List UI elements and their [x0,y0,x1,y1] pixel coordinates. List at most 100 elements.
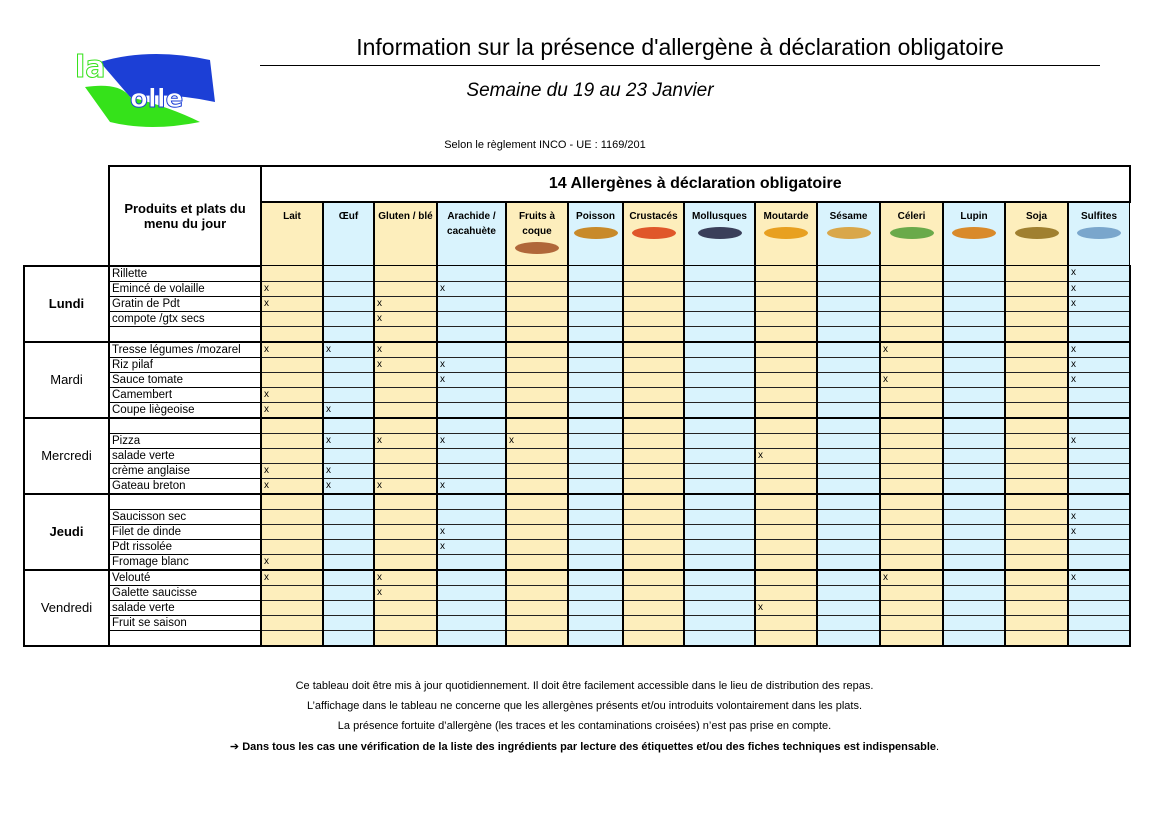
allergen-cell [373,538,438,555]
allergen-header-13: Sulfites [1067,201,1130,266]
table-row: Emincé de volaille x x x [24,280,1131,297]
allergen-cell [942,386,1006,403]
allergen-cell [683,447,756,464]
allergen-cell [1067,553,1131,571]
allergen-cell [567,614,624,631]
allergen-cell [567,401,624,419]
allergen-cell [816,629,881,647]
allergen-cell [683,417,756,434]
allergen-cell [1067,462,1131,479]
dish-name: Saucisson sec [108,508,262,525]
allergen-cell [436,341,507,358]
allergen-cell [754,538,818,555]
table-row: Sauce tomate x x x [24,371,1131,388]
dish-name: Velouté [108,569,262,586]
day-label: Mardi [23,340,110,419]
table-row: Mardi Tresse légumes /mozarel x x x x x [23,340,1131,419]
allergen-cell [879,417,944,434]
allergen-cell [683,584,756,601]
dish-name: Pizza [108,432,262,449]
allergen-header-12: Soja [1004,201,1069,266]
allergen-cell [1004,553,1069,571]
allergen-cell [942,553,1006,571]
allergen-cell [1067,386,1131,403]
dish-name: crème anglaise [108,462,262,479]
allergen-cell [322,417,375,434]
allergen-cell [816,356,881,373]
allergen-cell [567,477,624,495]
allergen-cell [436,614,507,631]
allergen-cell [373,280,438,297]
allergen-cell [505,584,569,601]
allergen-cell [942,310,1006,327]
allergen-cell [622,432,685,449]
allergen-cell [622,371,685,388]
table-row: Fruit se saison [24,614,1131,631]
allergen-cell [505,493,569,510]
allergen-cell [754,508,818,525]
allergen-cell [754,584,818,601]
allergen-header-4: Fruits à coque [505,201,569,266]
allergen-cell [942,508,1006,525]
allergen-cell [622,310,685,327]
wine-image [1077,227,1121,239]
allergen-cell [816,280,881,297]
allergen-cell: x [260,401,324,419]
allergen-cell [1004,462,1069,479]
day-label: Jeudi [23,492,110,571]
allergen-cell [816,584,881,601]
burger-image [826,227,871,239]
allergen-cell [942,629,1006,647]
allergen-cell [373,508,438,525]
allergen-cell [879,493,944,510]
allergen-cell [567,493,624,510]
allergen-cell [1004,477,1069,495]
allergen-cell [1004,629,1069,647]
allergen-header-1: Œuf [322,201,375,266]
allergen-cell [622,523,685,540]
allergen-cell [436,295,507,312]
allergen-cell [436,417,507,434]
allergen-cell [942,523,1006,540]
table-row: salade verte x [24,599,1131,616]
allergen-cell [505,401,569,419]
allergen-cell [373,447,438,464]
allergen-cell: x [1067,280,1131,297]
allergen-cell: x [373,584,438,601]
allergen-cell [754,265,818,282]
allergen-cell [622,447,685,464]
allergen-label: Lait [283,211,301,222]
allergen-cell [879,553,944,571]
allergen-cell [436,584,507,601]
allergen-cell [567,508,624,525]
allergen-cell [322,584,375,601]
allergen-cell [622,280,685,297]
allergen-cell: x [1067,356,1131,373]
allergen-header-0: Lait [260,201,324,266]
allergen-cell [567,599,624,616]
allergen-cell [1067,584,1131,601]
allergen-cell [942,325,1006,343]
allergen-cell: x [436,371,507,388]
allergen-cell [816,508,881,525]
allergen-cell [322,265,375,282]
allergen-cell [260,265,324,282]
allergen-cell [436,325,507,343]
allergen-cell: x [260,553,324,571]
table-row: Lundi Rillette x [23,264,1131,343]
allergen-cell [373,401,438,419]
allergen-cell [816,538,881,555]
allergen-cell [260,417,324,434]
allergen-cell [942,295,1006,312]
allergen-cell [683,553,756,571]
day-label: Mercredi [23,416,110,495]
allergen-cell [322,523,375,540]
allergen-cell [322,447,375,464]
nuts-image [515,242,559,254]
allergen-cell [683,569,756,586]
allergen-cell [879,614,944,631]
table-row: Pizza x x x x x [24,432,1131,449]
allergen-cell: x [322,341,375,358]
allergen-cell [436,401,507,419]
allergen-cell [505,295,569,312]
